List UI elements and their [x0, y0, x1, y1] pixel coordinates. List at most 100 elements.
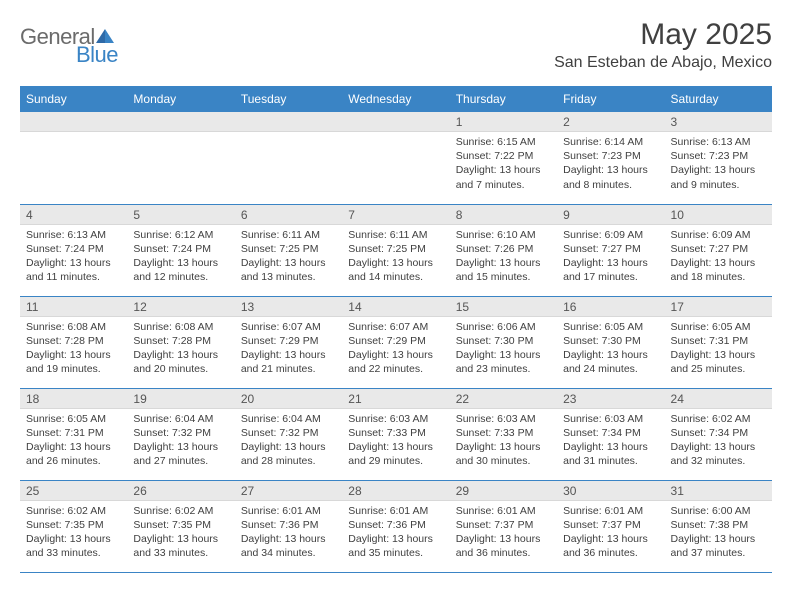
daylight-line: Daylight: 13 hours and 9 minutes. [671, 163, 766, 191]
day-details: Sunrise: 6:09 AMSunset: 7:27 PMDaylight:… [665, 225, 772, 289]
daylight-line: Daylight: 13 hours and 19 minutes. [26, 348, 121, 376]
day-cell [127, 112, 234, 204]
day-details: Sunrise: 6:03 AMSunset: 7:34 PMDaylight:… [557, 409, 664, 473]
day-number: 3 [665, 112, 772, 132]
sunrise-line: Sunrise: 6:02 AM [133, 504, 228, 518]
day-number: 25 [20, 481, 127, 501]
day-details: Sunrise: 6:07 AMSunset: 7:29 PMDaylight:… [235, 317, 342, 381]
day-cell [235, 112, 342, 204]
day-cell [342, 112, 449, 204]
day-cell: 29Sunrise: 6:01 AMSunset: 7:37 PMDayligh… [450, 480, 557, 572]
sunrise-line: Sunrise: 6:05 AM [671, 320, 766, 334]
day-details: Sunrise: 6:14 AMSunset: 7:23 PMDaylight:… [557, 132, 664, 196]
sunset-line: Sunset: 7:32 PM [133, 426, 228, 440]
day-number: 22 [450, 389, 557, 409]
sunrise-line: Sunrise: 6:03 AM [456, 412, 551, 426]
day-details: Sunrise: 6:04 AMSunset: 7:32 PMDaylight:… [235, 409, 342, 473]
empty-daynum-bar [235, 112, 342, 132]
day-number: 24 [665, 389, 772, 409]
day-cell: 18Sunrise: 6:05 AMSunset: 7:31 PMDayligh… [20, 388, 127, 480]
sunrise-line: Sunrise: 6:07 AM [348, 320, 443, 334]
day-cell: 7Sunrise: 6:11 AMSunset: 7:25 PMDaylight… [342, 204, 449, 296]
sunset-line: Sunset: 7:31 PM [671, 334, 766, 348]
day-details: Sunrise: 6:02 AMSunset: 7:35 PMDaylight:… [20, 501, 127, 565]
sunrise-line: Sunrise: 6:10 AM [456, 228, 551, 242]
brand-word-2: Blue [76, 42, 118, 67]
day-details: Sunrise: 6:01 AMSunset: 7:37 PMDaylight:… [557, 501, 664, 565]
day-cell: 12Sunrise: 6:08 AMSunset: 7:28 PMDayligh… [127, 296, 234, 388]
dow-saturday: Saturday [665, 86, 772, 112]
sunrise-line: Sunrise: 6:08 AM [26, 320, 121, 334]
sunrise-line: Sunrise: 6:11 AM [241, 228, 336, 242]
sunrise-line: Sunrise: 6:12 AM [133, 228, 228, 242]
sunrise-line: Sunrise: 6:09 AM [563, 228, 658, 242]
sunrise-line: Sunrise: 6:06 AM [456, 320, 551, 334]
day-cell: 15Sunrise: 6:06 AMSunset: 7:30 PMDayligh… [450, 296, 557, 388]
daylight-line: Daylight: 13 hours and 17 minutes. [563, 256, 658, 284]
daylight-line: Daylight: 13 hours and 14 minutes. [348, 256, 443, 284]
day-details: Sunrise: 6:02 AMSunset: 7:35 PMDaylight:… [127, 501, 234, 565]
sunset-line: Sunset: 7:32 PM [241, 426, 336, 440]
daylight-line: Daylight: 13 hours and 21 minutes. [241, 348, 336, 376]
day-cell: 21Sunrise: 6:03 AMSunset: 7:33 PMDayligh… [342, 388, 449, 480]
day-number: 2 [557, 112, 664, 132]
day-cell: 6Sunrise: 6:11 AMSunset: 7:25 PMDaylight… [235, 204, 342, 296]
sunset-line: Sunset: 7:23 PM [563, 149, 658, 163]
day-cell: 23Sunrise: 6:03 AMSunset: 7:34 PMDayligh… [557, 388, 664, 480]
calendar-page: General May 2025 San Esteban de Abajo, M… [0, 0, 792, 583]
sunrise-line: Sunrise: 6:03 AM [348, 412, 443, 426]
day-cell: 3Sunrise: 6:13 AMSunset: 7:23 PMDaylight… [665, 112, 772, 204]
sunrise-line: Sunrise: 6:14 AM [563, 135, 658, 149]
dow-sunday: Sunday [20, 86, 127, 112]
sunset-line: Sunset: 7:23 PM [671, 149, 766, 163]
day-details: Sunrise: 6:06 AMSunset: 7:30 PMDaylight:… [450, 317, 557, 381]
day-number: 27 [235, 481, 342, 501]
sunrise-line: Sunrise: 6:01 AM [563, 504, 658, 518]
daylight-line: Daylight: 13 hours and 34 minutes. [241, 532, 336, 560]
sunrise-line: Sunrise: 6:07 AM [241, 320, 336, 334]
sunset-line: Sunset: 7:36 PM [348, 518, 443, 532]
daylight-line: Daylight: 13 hours and 26 minutes. [26, 440, 121, 468]
sunrise-line: Sunrise: 6:02 AM [26, 504, 121, 518]
day-number: 17 [665, 297, 772, 317]
week-row: 4Sunrise: 6:13 AMSunset: 7:24 PMDaylight… [20, 204, 772, 296]
day-cell [20, 112, 127, 204]
month-title: May 2025 [554, 18, 772, 52]
daylight-line: Daylight: 13 hours and 24 minutes. [563, 348, 658, 376]
day-number: 1 [450, 112, 557, 132]
day-number: 31 [665, 481, 772, 501]
day-number: 26 [127, 481, 234, 501]
day-cell: 5Sunrise: 6:12 AMSunset: 7:24 PMDaylight… [127, 204, 234, 296]
day-details: Sunrise: 6:13 AMSunset: 7:23 PMDaylight:… [665, 132, 772, 196]
sunrise-line: Sunrise: 6:13 AM [26, 228, 121, 242]
day-details: Sunrise: 6:12 AMSunset: 7:24 PMDaylight:… [127, 225, 234, 289]
sunrise-line: Sunrise: 6:11 AM [348, 228, 443, 242]
sunset-line: Sunset: 7:22 PM [456, 149, 551, 163]
day-details: Sunrise: 6:08 AMSunset: 7:28 PMDaylight:… [127, 317, 234, 381]
day-details: Sunrise: 6:05 AMSunset: 7:31 PMDaylight:… [20, 409, 127, 473]
empty-daynum-bar [342, 112, 449, 132]
day-details: Sunrise: 6:11 AMSunset: 7:25 PMDaylight:… [235, 225, 342, 289]
day-details: Sunrise: 6:05 AMSunset: 7:30 PMDaylight:… [557, 317, 664, 381]
daylight-line: Daylight: 13 hours and 7 minutes. [456, 163, 551, 191]
daylight-line: Daylight: 13 hours and 28 minutes. [241, 440, 336, 468]
day-number: 29 [450, 481, 557, 501]
sunset-line: Sunset: 7:30 PM [456, 334, 551, 348]
day-cell: 2Sunrise: 6:14 AMSunset: 7:23 PMDaylight… [557, 112, 664, 204]
day-cell: 28Sunrise: 6:01 AMSunset: 7:36 PMDayligh… [342, 480, 449, 572]
day-cell: 11Sunrise: 6:08 AMSunset: 7:28 PMDayligh… [20, 296, 127, 388]
day-details: Sunrise: 6:15 AMSunset: 7:22 PMDaylight:… [450, 132, 557, 196]
day-number: 18 [20, 389, 127, 409]
calendar-body: 1Sunrise: 6:15 AMSunset: 7:22 PMDaylight… [20, 112, 772, 572]
sunset-line: Sunset: 7:28 PM [26, 334, 121, 348]
day-details: Sunrise: 6:01 AMSunset: 7:36 PMDaylight:… [342, 501, 449, 565]
day-cell: 24Sunrise: 6:02 AMSunset: 7:34 PMDayligh… [665, 388, 772, 480]
day-number: 28 [342, 481, 449, 501]
day-cell: 30Sunrise: 6:01 AMSunset: 7:37 PMDayligh… [557, 480, 664, 572]
sunset-line: Sunset: 7:36 PM [241, 518, 336, 532]
day-cell: 13Sunrise: 6:07 AMSunset: 7:29 PMDayligh… [235, 296, 342, 388]
daylight-line: Daylight: 13 hours and 29 minutes. [348, 440, 443, 468]
sunset-line: Sunset: 7:28 PM [133, 334, 228, 348]
day-number: 12 [127, 297, 234, 317]
day-number: 6 [235, 205, 342, 225]
